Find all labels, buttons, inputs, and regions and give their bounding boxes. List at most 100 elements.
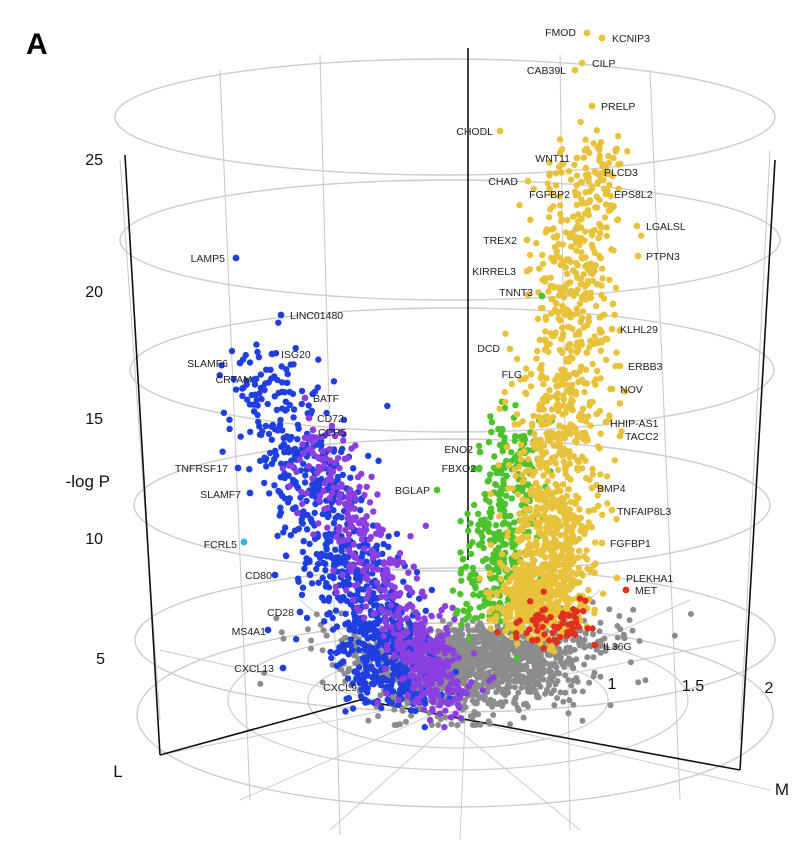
vertical-gridline [319,54,341,836]
data-point-yellow [560,402,567,409]
data-point-blue [273,406,281,414]
data-point-ns [544,686,550,693]
data-point-purple [395,621,402,628]
labeled-point-lamp5 [232,254,240,262]
data-point-blue [254,348,261,356]
data-point-green [487,413,494,420]
data-point-yellow [596,157,603,164]
data-point-blue [297,494,304,501]
data-point-yellow [526,466,533,474]
data-point-purple [330,567,337,574]
data-point-green [524,481,532,488]
gene-label-ms4a1: MS4A1 [232,626,267,638]
data-point-purple [340,437,347,444]
data-point-ns [570,637,577,643]
data-point-yellow [503,443,511,451]
gene-label-cab39l: CAB39L [527,65,566,77]
data-point-yellow [585,586,592,594]
data-point-green [499,521,507,528]
data-point-yellow [596,146,603,153]
data-point-yellow [537,415,544,422]
labeled-point-chodl [496,127,504,135]
data-point-yellow [550,588,558,596]
data-point-purple [344,515,352,522]
data-point-blue [349,622,356,629]
data-point-blue [389,699,396,707]
gene-label-hhip-as1: HHIP-AS1 [610,418,659,430]
data-point-yellow [602,356,610,364]
data-point-yellow [548,310,555,317]
data-point-purple [366,535,373,543]
data-point-blue [300,460,307,467]
data-point-blue [385,533,392,540]
cylinder-ring [133,438,771,572]
data-point-blue [290,414,297,421]
labeled-point-tnfrsf17 [234,464,242,472]
data-point-purple [375,566,382,573]
data-point-blue [218,362,225,369]
data-point-blue [230,376,237,383]
data-point-yellow [555,308,562,316]
data-point-yellow [545,348,552,355]
data-point-yellow [557,542,564,550]
data-point-blue [313,565,320,573]
data-point-ns [607,702,614,709]
data-point-yellow [615,185,622,192]
data-point-ns [515,689,522,696]
data-point-blue [360,631,368,638]
data-point-ns [308,645,314,652]
data-point-blue [298,591,306,598]
data-point-blue [314,384,321,391]
data-point-purple [413,575,421,582]
data-point-blue [321,618,328,625]
data-point-ns [518,684,525,691]
data-point-yellow [562,264,569,271]
data-point-purple [410,666,417,673]
data-point-blue [316,554,324,561]
data-point-blue [278,363,285,370]
data-point-purple [370,610,377,617]
data-point-yellow [586,343,593,351]
data-point-yellow [532,543,540,550]
panel-letter: A [26,28,48,61]
data-point-green [488,419,496,426]
data-point-green [475,510,482,518]
data-point-yellow [547,274,554,281]
data-point-red [589,625,596,632]
data-point-purple [324,524,331,531]
data-point-yellow [554,373,561,381]
data-point-blue [328,654,335,662]
data-point-blue [319,574,326,582]
data-point-yellow [542,537,549,544]
data-point-green [492,522,500,529]
data-point-yellow [542,336,549,343]
data-point-yellow [523,610,530,618]
data-point-blue [271,373,278,380]
data-point-green [501,404,509,412]
data-point-blue [365,698,372,705]
data-point-blue [360,676,367,683]
data-point-yellow [577,527,584,535]
data-point-ns [375,713,381,720]
vertical-gridline [649,69,681,801]
data-point-yellow [560,458,567,466]
data-point-ns [553,664,560,671]
data-point-blue [368,680,376,687]
data-point-yellow [557,568,565,576]
labeled-point-wnt11 [573,154,581,162]
data-point-yellow [546,159,553,166]
data-point-yellow [584,207,592,214]
data-point-blue [262,422,270,430]
data-point-yellow [517,450,524,457]
data-point-yellow [511,466,518,473]
data-point-yellow [548,406,556,413]
data-point-blue [350,465,357,472]
data-point-yellow [595,234,602,242]
data-point-yellow [548,295,555,303]
data-point-green [492,565,500,573]
data-point-yellow [615,161,622,168]
data-point-purple [380,560,388,567]
data-point-yellow [589,471,596,478]
data-point-blue [340,578,348,586]
data-point-blue [259,384,266,391]
